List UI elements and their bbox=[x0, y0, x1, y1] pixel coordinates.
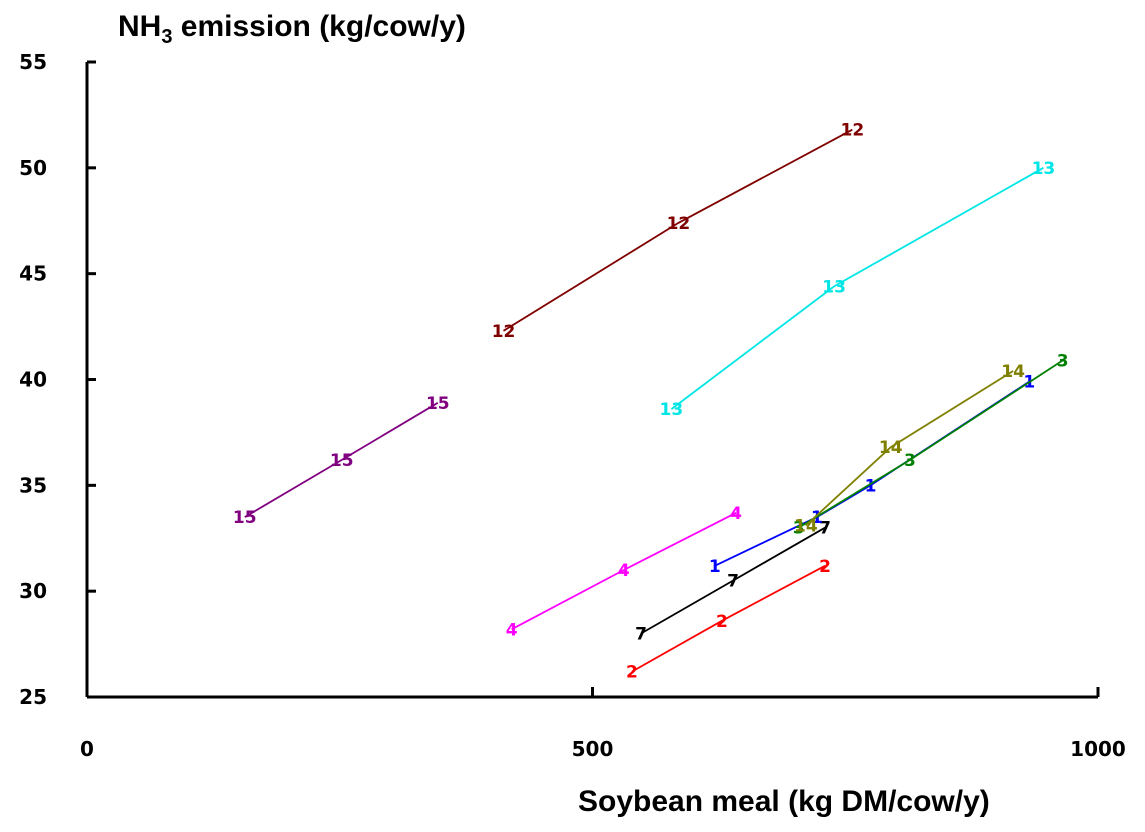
point-label: 14 bbox=[794, 517, 818, 537]
y-tick-label: 45 bbox=[19, 262, 47, 286]
y-tick-label: 30 bbox=[19, 579, 47, 603]
series-line bbox=[714, 380, 1030, 567]
point-label: 13 bbox=[660, 400, 684, 420]
y-tick-label: 50 bbox=[19, 156, 47, 180]
point-label: 1 bbox=[811, 508, 823, 528]
axes: 25 30 35 40 45 50 55 0 500 1000 bbox=[19, 50, 1126, 761]
point-label: 2 bbox=[716, 612, 728, 632]
x-tick-label: 500 bbox=[572, 737, 614, 761]
point-label: 14 bbox=[879, 438, 903, 458]
series-2: 2 2 2 bbox=[626, 557, 831, 683]
series-line bbox=[503, 128, 853, 332]
point-label: 7 bbox=[635, 625, 647, 645]
y-axis-title: NH3 emission (kg/cow/y) bbox=[118, 10, 466, 48]
point-label: 15 bbox=[426, 394, 450, 414]
point-label: 2 bbox=[819, 557, 831, 577]
series-line bbox=[511, 511, 737, 631]
point-label: 13 bbox=[822, 277, 846, 297]
point-label: 3 bbox=[904, 451, 916, 471]
x-tick-label: 1000 bbox=[1070, 737, 1126, 761]
point-label: 15 bbox=[330, 451, 354, 471]
series-13: 13 13 13 bbox=[660, 159, 1056, 420]
y-tick-label: 25 bbox=[19, 685, 47, 709]
series-line bbox=[631, 565, 826, 673]
point-label: 3 bbox=[1057, 351, 1069, 371]
point-label: 4 bbox=[506, 620, 518, 640]
point-label: 7 bbox=[819, 519, 831, 539]
point-label: 4 bbox=[618, 561, 630, 581]
point-label: 4 bbox=[730, 504, 742, 524]
point-label: 15 bbox=[233, 508, 257, 528]
point-label: 3 bbox=[793, 519, 805, 539]
series-line bbox=[670, 167, 1044, 410]
point-label: 13 bbox=[1032, 159, 1056, 179]
series-7: 7 7 7 bbox=[635, 519, 831, 645]
point-label: 1 bbox=[709, 557, 721, 577]
series-line bbox=[640, 526, 826, 635]
y-tick-label: 35 bbox=[19, 473, 47, 497]
y-tick-label: 55 bbox=[19, 50, 47, 74]
point-label: 12 bbox=[492, 322, 516, 342]
series-12: 12 12 12 bbox=[492, 121, 864, 342]
series-4: 4 4 4 bbox=[506, 504, 742, 640]
series-14: 14 14 14 bbox=[794, 362, 1025, 537]
point-label: 12 bbox=[840, 121, 864, 141]
point-label: 14 bbox=[1001, 362, 1025, 382]
point-label: 12 bbox=[667, 214, 691, 234]
point-label: 7 bbox=[727, 572, 739, 592]
x-tick-label: 0 bbox=[80, 737, 94, 761]
series-line bbox=[798, 359, 1064, 529]
x-axis-title: Soybean meal (kg DM/cow/y) bbox=[578, 785, 990, 818]
y-tick-label: 40 bbox=[19, 368, 47, 392]
point-label: 2 bbox=[626, 663, 638, 683]
series-line bbox=[244, 402, 439, 518]
series-line bbox=[805, 370, 1014, 527]
series-15: 15 15 15 bbox=[233, 394, 450, 528]
point-label: 1 bbox=[865, 476, 877, 496]
series-3: 3 3 3 bbox=[793, 351, 1069, 538]
